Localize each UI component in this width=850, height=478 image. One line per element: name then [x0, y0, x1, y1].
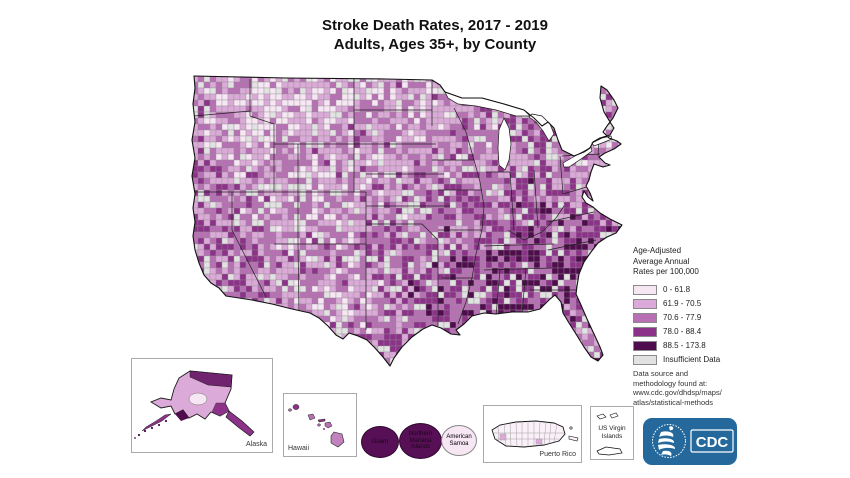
usvi-label-line-1: US Virgin	[598, 425, 626, 432]
figure-title: Stroke Death Rates, 2017 - 2019 Adults, …	[322, 16, 548, 54]
title-line-1: Stroke Death Rates, 2017 - 2019	[322, 17, 548, 34]
alaska-inset: Alaska	[131, 358, 273, 453]
legend-title-line-2: Average Annual	[633, 256, 690, 266]
legend-class-label: 61.9 - 70.5	[663, 299, 702, 308]
legend-class-label: 88.5 - 173.8	[663, 341, 706, 350]
usvi-label-line-2: Islands	[601, 433, 623, 440]
legend-class-label: 0 - 61.8	[663, 285, 691, 294]
usvi-map	[596, 412, 623, 456]
samoa-label-line-1: American	[446, 434, 472, 440]
legend-row: 88.5 - 173.8	[633, 339, 720, 353]
legend-class-label: 78.0 - 88.4	[663, 327, 702, 336]
nmi-label-line-2: Mariana	[409, 437, 432, 444]
cdc-logo-graphic: CDC	[643, 418, 737, 465]
state-borders-layer	[193, 79, 601, 330]
hhs-eagle-icon	[652, 424, 686, 458]
alaska-label: Alaska	[245, 441, 267, 448]
legend-swatch	[633, 340, 657, 351]
source-note-line-1: Data source and	[633, 369, 689, 378]
legend-row: 70.6 - 77.9	[633, 311, 720, 325]
alaska-map	[134, 370, 255, 439]
us-virgin-islands-inset: US Virgin Islands	[590, 406, 634, 460]
cdc-logo: CDC	[643, 418, 737, 470]
legend-swatch	[633, 298, 657, 309]
guam-ellipse: Guam	[361, 426, 399, 458]
legend-swatch	[633, 284, 657, 295]
legend-title: Age-Adjusted Average Annual Rates per 10…	[633, 246, 720, 278]
source-note-line-3: www.cdc.gov/dhdsp/maps/	[633, 388, 722, 398]
legend-title-line-3: Rates per 100,000	[633, 267, 699, 276]
lake-michigan	[497, 117, 512, 171]
us-country-outline	[191, 75, 623, 367]
hawaii-inset: Hawaii	[283, 393, 357, 457]
source-note: Data source and methodology found at: ww…	[633, 369, 722, 407]
nmi-label-line-1: Northern	[408, 431, 433, 438]
legend-row: 61.9 - 70.5	[633, 297, 720, 311]
legend-rows: 0 - 61.8 61.9 - 70.5 70.6 - 77.9 78.0 - 88.…	[633, 283, 720, 367]
samoa-label-line-2: Samoa	[449, 440, 469, 447]
legend-row: 0 - 61.8	[633, 283, 720, 297]
legend-swatch	[633, 326, 657, 337]
american-samoa-ellipse: American Samoa	[441, 425, 477, 456]
legend-swatch	[633, 312, 657, 323]
cdc-logo-text: CDC	[696, 434, 729, 451]
legend-class-label: Insufficient Data	[663, 355, 721, 364]
legend-row: Insufficient Data	[633, 353, 720, 367]
puerto-rico-inset: Puerto Rico	[483, 405, 582, 463]
source-note-line-4: atlas/statistical-methods	[633, 397, 714, 407]
legend-row: 78.0 - 88.4	[633, 325, 720, 339]
lake-huron	[528, 113, 555, 142]
title-line-2: Adults, Ages 35+, by County	[333, 36, 537, 53]
northern-mariana-islands-ellipse: Northern Mariana Islands	[399, 423, 442, 459]
legend-title-line-1: Age-Adjusted	[633, 246, 682, 255]
county-cells-layer	[192, 76, 622, 366]
puerto-rico-label: Puerto Rico	[539, 451, 576, 458]
hawaii-label: Hawaii	[288, 445, 310, 452]
legend-swatch	[633, 354, 657, 365]
hawaii-map	[288, 404, 345, 448]
legend-class-label: 70.6 - 77.9	[663, 313, 702, 322]
guam-label: Guam	[371, 438, 389, 445]
nmi-label-line-3: Islands	[410, 444, 430, 451]
legend: Age-Adjusted Average Annual Rates per 10…	[633, 246, 720, 367]
source-note-line-2: methodology found at:	[633, 378, 708, 388]
puerto-rico-map	[491, 420, 579, 448]
us-mainland-choropleth-map	[191, 75, 623, 367]
